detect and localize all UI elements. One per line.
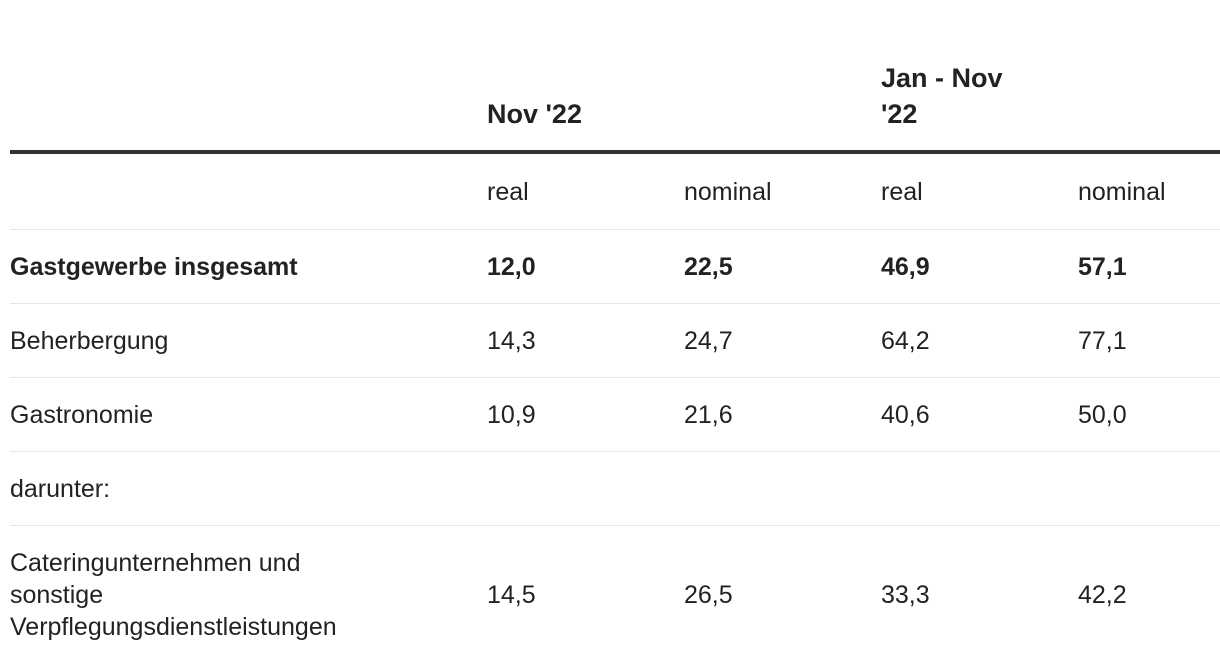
row-label-text: Beherbergung [10,325,487,357]
value-cell: 10,9 [487,378,684,452]
cell [10,152,487,230]
value-cell: 50,0 [1078,378,1220,452]
cell [1078,452,1220,526]
value-cell: 14,5 [487,526,684,664]
header-text: Nov '22 [487,96,637,132]
value-cell: 40,6 [881,378,1078,452]
value-cell: 42,2 [1078,526,1220,664]
subheader-cell: real [487,152,684,230]
table-row: darunter: [10,452,1220,526]
row-label: Beherbergung [10,304,487,378]
value-cell: 57,1 [1078,230,1220,304]
header-cell: Nov '22 [487,40,881,152]
cell [684,452,881,526]
cell [487,452,684,526]
row-label: darunter: [10,452,487,526]
subheader-cell: real [881,152,1078,230]
row-label-text: Gastgewerbe insgesamt [10,251,487,283]
value-cell: 24,7 [684,304,881,378]
row-label-text: Cateringunternehmen und sonstige Verpfle… [10,547,390,643]
cell [881,452,1078,526]
row-label: Gastgewerbe insgesamt [10,230,487,304]
header-cell [10,40,487,152]
row-label: Gastronomie [10,378,487,452]
value-cell: 22,5 [684,230,881,304]
value-cell: 46,9 [881,230,1078,304]
table-body: real nominal real nominal Gastgewerbe in… [10,152,1220,664]
header-text: Jan - Nov '22 [881,60,1031,132]
value-cell: 33,3 [881,526,1078,664]
subheader-row: real nominal real nominal [10,152,1220,230]
value-cell: 21,6 [684,378,881,452]
value-cell: 26,5 [684,526,881,664]
table-row: Cateringunternehmen und sonstige Verpfle… [10,526,1220,664]
subheader-cell: nominal [684,152,881,230]
row-label-text: Gastronomie [10,399,487,431]
header-row: Nov '22 Jan - Nov '22 [10,40,1220,152]
header-cell: Jan - Nov '22 [881,40,1220,152]
row-label: Cateringunternehmen und sonstige Verpfle… [10,526,487,664]
row-label-text: darunter: [10,473,487,505]
subheader-cell: nominal [1078,152,1220,230]
value-cell: 77,1 [1078,304,1220,378]
value-cell: 12,0 [487,230,684,304]
data-table: Nov '22 Jan - Nov '22 real nominal real … [10,40,1220,664]
value-cell: 14,3 [487,304,684,378]
value-cell: 64,2 [881,304,1078,378]
